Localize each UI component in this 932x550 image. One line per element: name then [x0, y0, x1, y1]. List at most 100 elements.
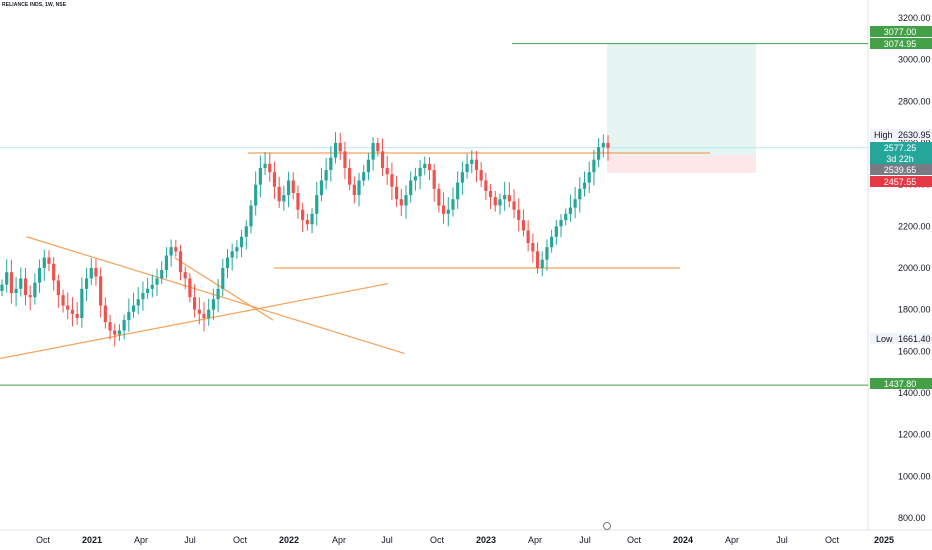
candle-body-18	[84, 278, 89, 289]
high-label-text: High	[874, 130, 893, 140]
candle-body-35	[164, 255, 169, 271]
candle-body-73	[343, 151, 347, 168]
candle-body-126	[592, 159, 596, 173]
x-tick-oct-16: Oct	[825, 535, 840, 545]
price-label-bg-2	[870, 142, 932, 164]
candle-body-33	[155, 278, 159, 285]
x-tick-apr-14: Apr	[725, 535, 739, 545]
price-label-4: 2457.55	[884, 177, 917, 187]
candle-body-102	[479, 170, 483, 181]
high-label-value: 2630.95	[898, 130, 931, 140]
candle-body-47	[221, 268, 225, 289]
candle-body-113	[531, 243, 535, 252]
candle-body-81	[380, 151, 385, 168]
candle-body-63	[296, 193, 300, 210]
candle-body-77	[362, 172, 366, 181]
x-tick-oct-8: Oct	[430, 535, 445, 545]
y-tick-2200: 2200.00	[898, 221, 931, 231]
x-tick-apr-10: Apr	[528, 535, 542, 545]
high-label-bg	[870, 129, 932, 140]
y-tick-3200: 3200.00	[898, 13, 931, 23]
candle-body-114	[535, 251, 540, 268]
candle-body-118	[554, 226, 558, 237]
candle-body-117	[550, 236, 554, 248]
candle-body-105	[493, 197, 497, 206]
trendline-2	[0, 283, 389, 360]
candle-body-92	[432, 170, 436, 189]
candle-body-76	[357, 180, 361, 196]
price-label-countdown: 3d 22h	[886, 154, 914, 164]
price-label-5: 1437.80	[884, 379, 917, 389]
candle-body-11	[52, 263, 56, 281]
candle-body-123	[578, 188, 582, 200]
candle-body-115	[540, 259, 544, 268]
candle-body-99	[465, 163, 469, 173]
candle-body-71	[333, 143, 338, 158]
candle-body-29	[136, 299, 140, 306]
candle-body-44	[207, 309, 211, 318]
candle-body-22	[103, 305, 107, 323]
x-tick-apr-2: Apr	[134, 535, 148, 545]
candle-body-125	[587, 172, 591, 183]
price-label-1: 3074.95	[884, 39, 917, 49]
candle-body-46	[216, 288, 220, 300]
x-tick-jul-7: Jul	[381, 535, 393, 545]
candle-body-111	[521, 220, 526, 231]
candle-body-106	[498, 199, 502, 206]
candle-body-42	[197, 309, 201, 314]
stop-zone	[607, 155, 756, 173]
candle-body-39	[183, 272, 187, 279]
candle-body-54	[254, 184, 258, 206]
candle-body-15	[70, 309, 75, 314]
x-tick-2022-5: 2022	[279, 535, 299, 545]
candle-body-12	[56, 280, 60, 296]
candle-body-127	[597, 147, 601, 160]
candle-body-26	[122, 320, 126, 331]
candle-body-48	[225, 257, 230, 268]
candle-body-41	[193, 297, 197, 310]
trendline-1	[26, 236, 405, 354]
price-label-3: 2539.65	[884, 165, 917, 175]
candle-body-98	[460, 172, 464, 183]
time-axis-settings-icon[interactable]	[603, 522, 611, 530]
candle-body-9	[42, 257, 46, 268]
candle-body-53	[249, 205, 253, 227]
candle-body-129	[606, 143, 610, 148]
price-label-0: 3077.00	[884, 27, 917, 37]
candle-body-68	[319, 180, 324, 196]
candle-body-20	[94, 268, 98, 277]
y-tick-1200: 1200.00	[898, 430, 931, 440]
candle-body-70	[329, 157, 333, 171]
price-label-bg-5	[870, 378, 932, 389]
y-tick-1800: 1800.00	[898, 305, 931, 315]
candle-body-37	[174, 247, 178, 252]
candle-body-128	[601, 143, 605, 148]
x-tick-2021-1: 2021	[82, 535, 102, 545]
candle-body-74	[348, 168, 352, 185]
candle-body-3	[14, 288, 18, 293]
x-tick-oct-12: Oct	[627, 535, 642, 545]
candle-body-49	[230, 251, 234, 258]
target-zone	[607, 43, 756, 156]
candle-body-84	[395, 186, 399, 200]
x-tick-jul-3: Jul	[184, 535, 196, 545]
candle-body-112	[526, 230, 530, 243]
price-label-bg-4	[870, 176, 932, 187]
candle-body-27	[127, 311, 131, 321]
candle-body-110	[517, 209, 521, 221]
candle-body-32	[150, 284, 154, 289]
candle-body-8	[37, 268, 42, 283]
candle-body-91	[427, 163, 432, 171]
candle-body-96	[451, 199, 455, 210]
candle-body-21	[99, 276, 103, 306]
candle-body-61	[286, 180, 291, 196]
x-tick-2024-13: 2024	[673, 535, 693, 545]
candle-body-34	[160, 270, 164, 279]
candle-body-23	[108, 322, 112, 331]
low-label-value: 1661.40	[898, 334, 931, 344]
candle-body-82	[385, 168, 389, 175]
x-tick-jul-15: Jul	[776, 535, 788, 545]
candle-body-101	[474, 159, 479, 171]
candle-body-62	[291, 180, 295, 193]
